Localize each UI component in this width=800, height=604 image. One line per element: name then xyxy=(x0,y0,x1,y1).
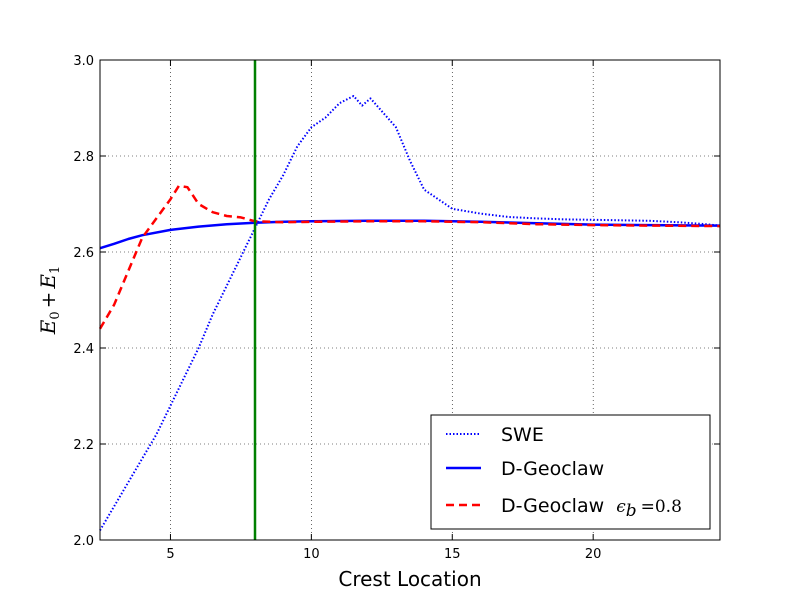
y-tick-label: 2.8 xyxy=(73,150,94,165)
x-axis-label: Crest Location xyxy=(338,567,481,591)
legend-entries xyxy=(446,433,481,507)
legend-eps-sub: b xyxy=(626,501,637,521)
y-tick-label: 3.0 xyxy=(73,54,94,69)
y-tick-label: 2.0 xyxy=(73,534,94,549)
legend: SWE D-Geoclaw D-Geoclaw ϵb =0.8 xyxy=(430,414,711,530)
y-axis-label: E0+E1 xyxy=(36,266,63,336)
x-tick-label: 15 xyxy=(444,547,461,562)
plot-frame xyxy=(99,59,721,541)
y-tick-label: 2.6 xyxy=(73,246,94,261)
y-label-e1: E xyxy=(36,274,60,290)
legend-label-dgeoclaw-eps-name: D-Geoclaw xyxy=(501,495,604,517)
x-tick-label: 10 xyxy=(303,547,320,562)
x-tick-label: 20 xyxy=(585,547,602,562)
y-label-e0: E xyxy=(36,319,60,335)
legend-eps-value: =0.8 xyxy=(641,497,682,517)
legend-label-swe: SWE xyxy=(501,424,544,446)
series-line-2 xyxy=(98,184,721,330)
y-label-plus: + xyxy=(36,292,60,309)
legend-eps-symbol: ϵ xyxy=(616,497,626,517)
legend-label-dgeoclaw: D-Geoclaw xyxy=(501,458,604,480)
series-line-0 xyxy=(99,95,721,531)
y-tick-label: 2.2 xyxy=(73,438,94,453)
y-tick-label: 2.4 xyxy=(73,342,94,357)
tick-labels: 5 10 15 20 2.0 2.2 2.4 2.6 2.8 3.0 xyxy=(73,54,601,562)
ticks xyxy=(100,59,720,541)
legend-label-dgeoclaw-eps: D-Geoclaw ϵb =0.8 xyxy=(501,495,682,521)
x-tick-label: 5 xyxy=(166,547,174,562)
series-layer xyxy=(98,95,721,531)
y-label-sub1: 1 xyxy=(48,266,63,274)
y-label-sub0: 0 xyxy=(48,311,63,319)
